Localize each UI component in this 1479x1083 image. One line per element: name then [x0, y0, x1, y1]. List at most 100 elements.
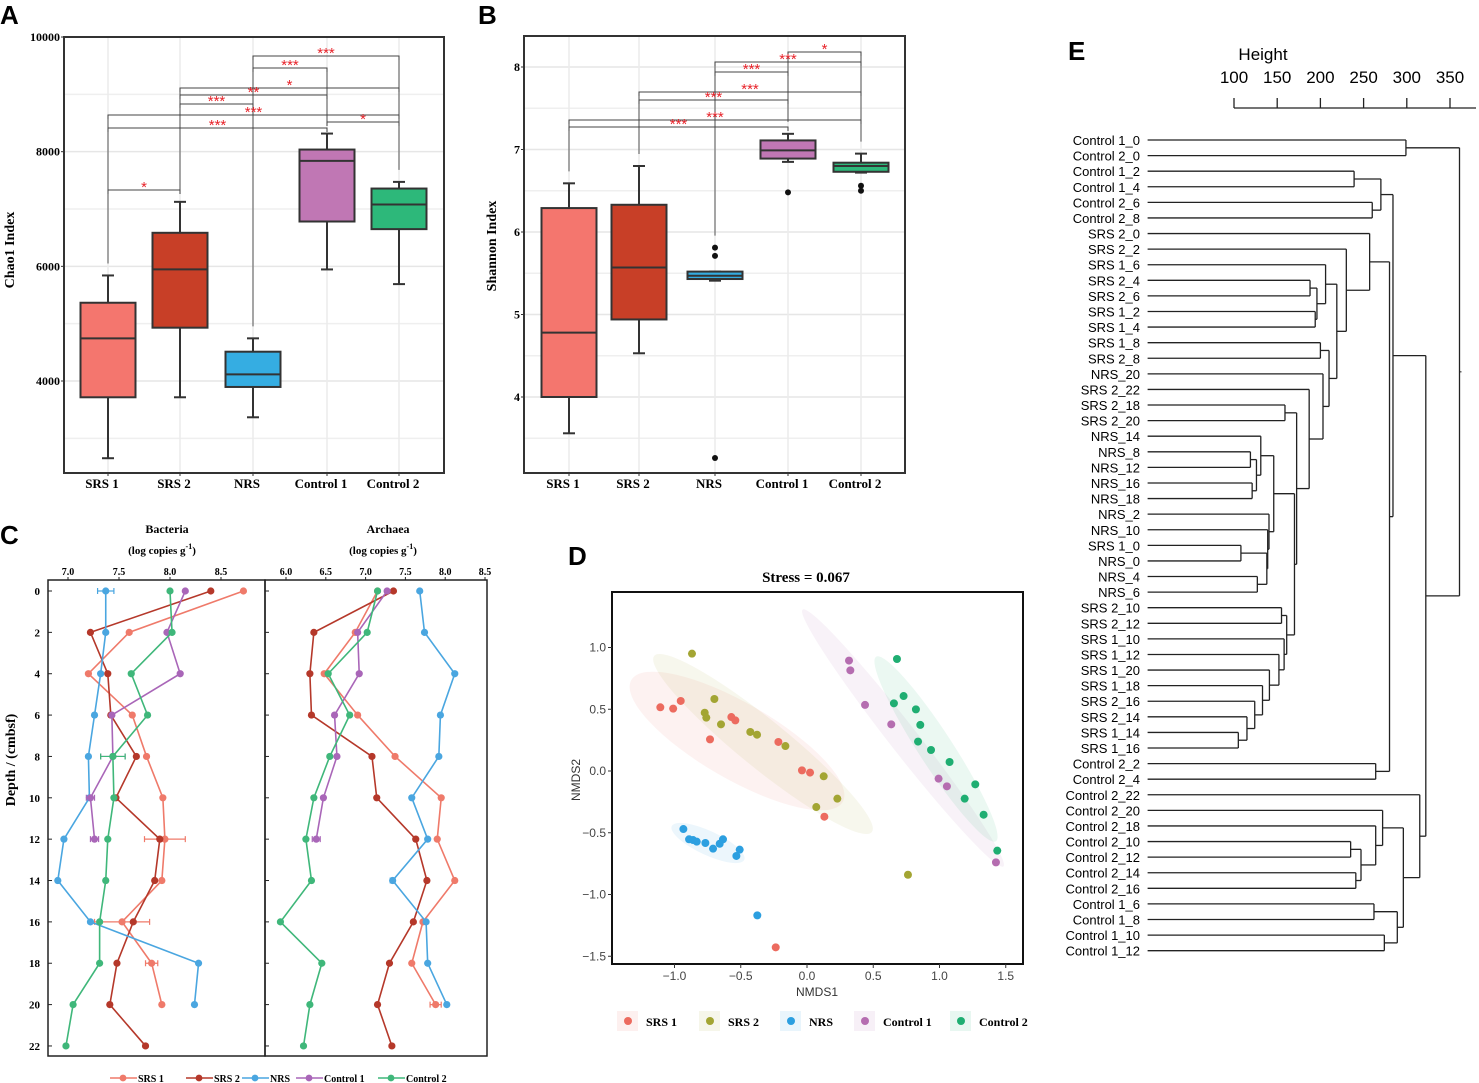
box-body: [832, 161, 890, 173]
data-point: [899, 692, 908, 701]
outlier-point: [858, 187, 864, 194]
data-point: [299, 1042, 308, 1050]
axis-tick-label: 200: [1306, 68, 1334, 87]
significance-bracket: [179, 94, 328, 99]
series-nrs: [54, 587, 203, 1009]
significance-bracket: [638, 91, 862, 96]
data-point: [753, 911, 762, 920]
significance-bracket: [714, 71, 789, 76]
data-point: [318, 959, 326, 967]
y-tick-label: −0.5: [582, 826, 606, 840]
data-point: [911, 705, 920, 714]
data-point: [845, 656, 854, 665]
significance-label: ***: [670, 116, 688, 133]
data-point: [363, 628, 371, 636]
legend-item-srs-2: SRS 2: [186, 1074, 240, 1083]
y-tick-label: 6000: [36, 259, 60, 273]
data-point: [687, 649, 696, 658]
leaf-label: SRS 2_20: [1081, 414, 1140, 429]
significance-bracket: [326, 121, 400, 126]
leaf-label: Control 1_10: [1066, 928, 1140, 943]
data-point: [432, 1001, 440, 1009]
significance-label: *: [141, 179, 147, 196]
series-srs-1: [320, 587, 459, 1009]
panel-c-depth-profiles: Bacteria(log copies g-1)7.0 7.5 8.0 8.5Arch…: [4, 522, 491, 1083]
panel-label-c: C: [0, 520, 19, 550]
y-tick-label: 16: [29, 917, 41, 929]
units-superscript: -1: [186, 542, 193, 551]
data-point: [436, 711, 445, 719]
data-point: [702, 713, 711, 722]
series-control-1: [311, 587, 391, 843]
data-point: [141, 1042, 150, 1050]
data-point: [190, 1001, 199, 1009]
data-point: [391, 752, 399, 761]
legend-marker: [957, 1017, 965, 1025]
data-point: [129, 918, 137, 926]
leaf-label: SRS 1_12: [1081, 647, 1140, 662]
legend-marker: [305, 1074, 313, 1082]
data-point: [991, 858, 1000, 867]
data-point: [412, 835, 420, 843]
legend-marker: [787, 1017, 795, 1025]
data-point: [158, 876, 166, 885]
plot-frame: [523, 35, 906, 474]
data-point: [62, 1042, 70, 1050]
y-tick-label: 8: [514, 60, 520, 74]
data-point: [69, 1001, 77, 1009]
units-superscript: -1: [407, 542, 414, 551]
significance-label: ***: [706, 109, 724, 126]
leaf-label: SRS 1_16: [1081, 741, 1140, 756]
legend-label: Control 2: [979, 1015, 1028, 1029]
series-srs-1: [84, 587, 248, 1009]
box-srs-2: [610, 165, 668, 355]
significance-label: ***: [208, 93, 226, 110]
data-point: [148, 959, 156, 967]
box-nrs: [686, 244, 744, 462]
leaf-label: Control 2_20: [1066, 803, 1140, 818]
leaf-label: Control 1_2: [1073, 164, 1140, 179]
data-point: [181, 587, 189, 595]
plot-frame: [611, 591, 1024, 965]
data-point: [368, 752, 376, 761]
subplot-title: Bacteria: [145, 522, 188, 536]
y-tick-label: 14: [29, 876, 41, 888]
significance-label: *: [822, 41, 828, 58]
data-point: [979, 810, 988, 819]
data-point: [90, 835, 99, 843]
data-point: [168, 628, 176, 636]
data-point: [86, 628, 95, 636]
category-label: SRS 2: [157, 476, 191, 491]
data-point: [732, 851, 741, 860]
data-point: [424, 959, 432, 967]
data-point: [97, 670, 105, 678]
data-point: [194, 959, 203, 967]
plot-title: Stress = 0.067: [762, 570, 850, 586]
series-line: [323, 590, 456, 1005]
significance-bracket: [787, 51, 862, 56]
data-point: [128, 711, 136, 719]
y-axis-label: Shannon Index: [485, 201, 500, 292]
legend-marker: [706, 1017, 714, 1025]
series-srs-2: [306, 587, 431, 1050]
data-point: [127, 670, 135, 678]
significance-bracket: [568, 119, 862, 124]
legend-item-control-2: Control 2: [378, 1074, 447, 1083]
data-point: [156, 835, 164, 843]
significance-label: *: [287, 77, 293, 94]
data-point: [656, 703, 665, 712]
axis-tick-label: 300: [1393, 68, 1421, 87]
x-tick-label: 1.5: [997, 969, 1014, 983]
x-tick-label: 7.0: [359, 567, 372, 578]
box-control-2: [832, 152, 890, 194]
data-point: [385, 959, 394, 967]
data-point: [701, 839, 710, 848]
leaf-label: Control 1_12: [1066, 944, 1140, 959]
plot-frame: [264, 579, 488, 1057]
data-point: [753, 730, 762, 739]
leaf-label: Control 2_18: [1066, 819, 1140, 834]
units-label: (log copies g-1): [128, 542, 196, 557]
data-point: [302, 835, 310, 843]
